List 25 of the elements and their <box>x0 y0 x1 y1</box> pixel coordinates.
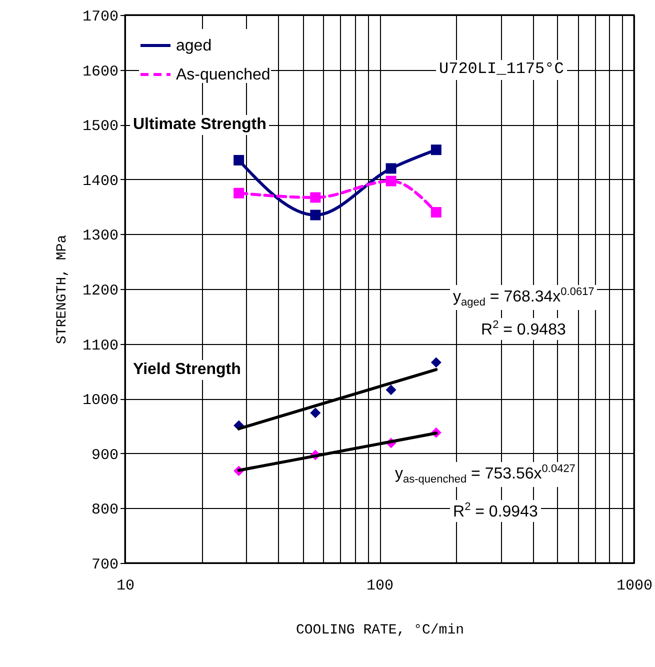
annotation: U720LI_1175°C <box>436 60 567 80</box>
x-tick-label: 100 <box>366 578 394 594</box>
y-tick-label: 1000 <box>82 392 118 410</box>
y-tick-label: 1500 <box>82 118 118 136</box>
y-axis-title: STRENGTH, MPa <box>54 234 70 344</box>
annotation: R$^{2}$ = 0.9483 <box>478 318 569 340</box>
legend-label: aged <box>176 38 212 54</box>
y-tick-label: 800 <box>91 502 118 519</box>
x-axis-title: COOLING RATE, °C/min <box>296 622 464 638</box>
y-tick-label: 1300 <box>82 228 118 245</box>
x-tick-label: 1000 <box>616 578 653 594</box>
y-tick-label: 1100 <box>82 337 118 354</box>
annotation: y$_{aged}$ = 768.34x$^{0.0617}$ <box>450 285 598 310</box>
y-tick-label: 1400 <box>82 172 118 190</box>
legend-label: As-quenched <box>176 66 270 84</box>
annotation: Ultimate Strength <box>130 115 270 135</box>
y-tick-label: 900 <box>91 446 118 464</box>
x-tick-label: 10 <box>116 578 135 594</box>
y-tick-label: 700 <box>91 556 118 574</box>
y-tick-label: 1600 <box>82 63 118 80</box>
y-tick-label: 1200 <box>82 282 118 300</box>
annotation: R$^{2}$ = 0.9943 <box>450 500 541 522</box>
annotation: y$_{as-quenched}$ = 753.56x$^{0.0427}$ <box>392 462 578 487</box>
y-tick-label: 1700 <box>82 8 118 26</box>
annotation: Yield Strength <box>130 360 244 380</box>
